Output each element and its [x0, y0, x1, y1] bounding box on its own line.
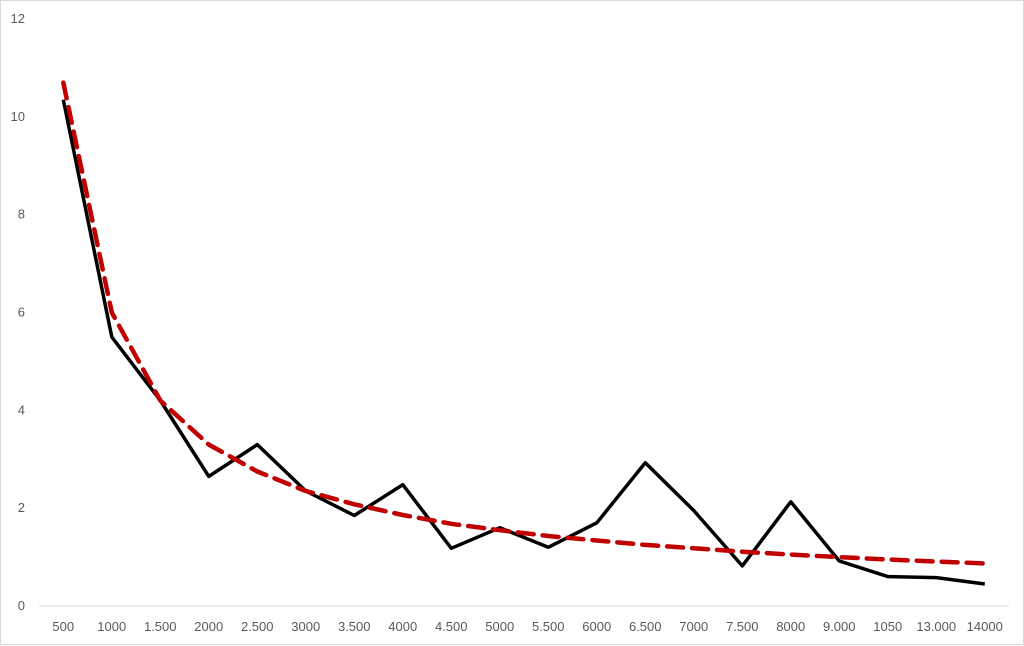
- x-tick-label: 2.500: [241, 619, 274, 634]
- x-tick-label: 7.500: [726, 619, 759, 634]
- y-tick-label: 4: [18, 402, 25, 417]
- data-line-series: [61, 99, 986, 586]
- x-tick-label: 3.500: [338, 619, 371, 634]
- x-tick-label: 4.500: [435, 619, 468, 634]
- y-tick-label: 10: [11, 109, 25, 124]
- x-tick-label: 7000: [679, 619, 708, 634]
- x-tick-label: 1000: [97, 619, 126, 634]
- x-tick-label: 3000: [291, 619, 320, 634]
- x-tick-label: 1050: [873, 619, 902, 634]
- x-tick-label: 2000: [194, 619, 223, 634]
- x-tick-label: 6.500: [629, 619, 662, 634]
- y-tick-label: 12: [11, 11, 25, 26]
- x-tick-label: 500: [52, 619, 74, 634]
- y-tick-label: 6: [18, 305, 25, 320]
- x-tick-label: 14000: [967, 619, 1003, 634]
- x-tick-label: 9.000: [823, 619, 856, 634]
- x-tick-label: 5.500: [532, 619, 565, 634]
- x-tick-label: 13.000: [916, 619, 956, 634]
- y-axis-labels: 0 2 4 6 8 10 12: [11, 11, 25, 613]
- y-tick-label: 2: [18, 500, 25, 515]
- x-tick-label: 8000: [776, 619, 805, 634]
- series-layer: [61, 80, 988, 586]
- x-tick-label: 5000: [485, 619, 514, 634]
- x-tick-label: 4000: [388, 619, 417, 634]
- x-tick-label: 1.500: [144, 619, 177, 634]
- trend-line-series: [61, 80, 988, 566]
- x-axis-labels: 500 1000 1.500 2000 2.500 3000 3.500 4000 4.500 5…: [52, 619, 1002, 634]
- x-tick-label: 6000: [582, 619, 611, 634]
- y-tick-label: 8: [18, 207, 25, 222]
- y-tick-label: 0: [18, 598, 25, 613]
